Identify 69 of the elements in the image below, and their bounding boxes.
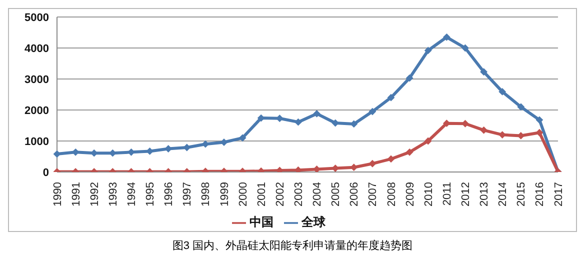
- point: [54, 150, 60, 158]
- x-tick-label: 2011: [441, 182, 454, 206]
- point: [313, 166, 320, 172]
- x-tick-label: 2005: [330, 182, 342, 206]
- point: [202, 140, 209, 148]
- x-tick-label: 1991: [70, 182, 82, 206]
- x-tick-label: 1997: [182, 182, 194, 206]
- point: [517, 103, 524, 110]
- x-tick-label: 1996: [163, 182, 176, 206]
- x-tick-label: 2006: [348, 182, 361, 206]
- point: [443, 34, 450, 41]
- x-tick-label: 2010: [422, 182, 435, 206]
- x-tick-label: 2012: [460, 182, 472, 206]
- point: [424, 138, 432, 144]
- point: [146, 148, 154, 155]
- x-tick-label: 2017: [552, 182, 565, 206]
- x-tick-label: 2004: [312, 182, 324, 206]
- point: [498, 131, 506, 138]
- point: [368, 160, 376, 168]
- point: [498, 88, 506, 96]
- point: [239, 134, 246, 142]
- point: [350, 120, 358, 128]
- x-tick-label: 2013: [478, 182, 491, 206]
- point: [536, 116, 543, 124]
- point: [332, 120, 339, 127]
- x-tick-label: 1998: [200, 182, 212, 206]
- x-tick-label: 2002: [274, 182, 286, 206]
- x-tick-label: 1992: [88, 182, 101, 206]
- x-tick-label: 2014: [497, 182, 510, 206]
- x-tick-label: 1995: [144, 182, 157, 206]
- point: [164, 145, 172, 152]
- point: [480, 68, 488, 76]
- point: [480, 126, 488, 134]
- x-tick-label: 2016: [534, 182, 546, 206]
- legend-label: 全球: [302, 215, 326, 229]
- x-tick-label: 1994: [126, 182, 138, 206]
- x-tick-label: 2009: [404, 182, 416, 206]
- point: [388, 155, 394, 162]
- x-tick-label: 2003: [293, 182, 306, 206]
- x-tick-label: 2001: [256, 182, 268, 206]
- x-tick-label: 1993: [107, 182, 120, 206]
- x-tick-label: 2008: [386, 182, 398, 206]
- point: [424, 46, 432, 54]
- legend-label: 中国: [250, 215, 274, 229]
- point: [388, 94, 394, 102]
- point: [313, 110, 320, 118]
- x-tick-label: 2007: [367, 182, 380, 206]
- y-tick-label: 5000: [24, 12, 49, 24]
- x-tick-label: 2000: [237, 182, 250, 206]
- x-tick-label: 1990: [52, 182, 64, 206]
- y-tick-label: 1000: [24, 136, 49, 148]
- point: [294, 118, 302, 126]
- point: [462, 44, 469, 52]
- point: [276, 166, 284, 172]
- x-tick-label: 2015: [516, 182, 528, 206]
- point: [406, 74, 414, 82]
- caption: 图3 国内、外晶硅太阳能专利申请量的年度趋势图: [171, 238, 414, 253]
- y-tick-label: 3000: [24, 74, 49, 86]
- point: [183, 144, 190, 152]
- point: [368, 108, 376, 116]
- point: [462, 120, 469, 128]
- point: [536, 129, 543, 136]
- point: [406, 148, 414, 156]
- point: [220, 138, 228, 146]
- point: [276, 114, 284, 122]
- y-tick-label: 4000: [24, 42, 49, 55]
- y-tick-label: 0: [42, 166, 49, 179]
- x-tick-label: 1999: [218, 182, 231, 206]
- y-tick-label: 2000: [24, 104, 49, 117]
